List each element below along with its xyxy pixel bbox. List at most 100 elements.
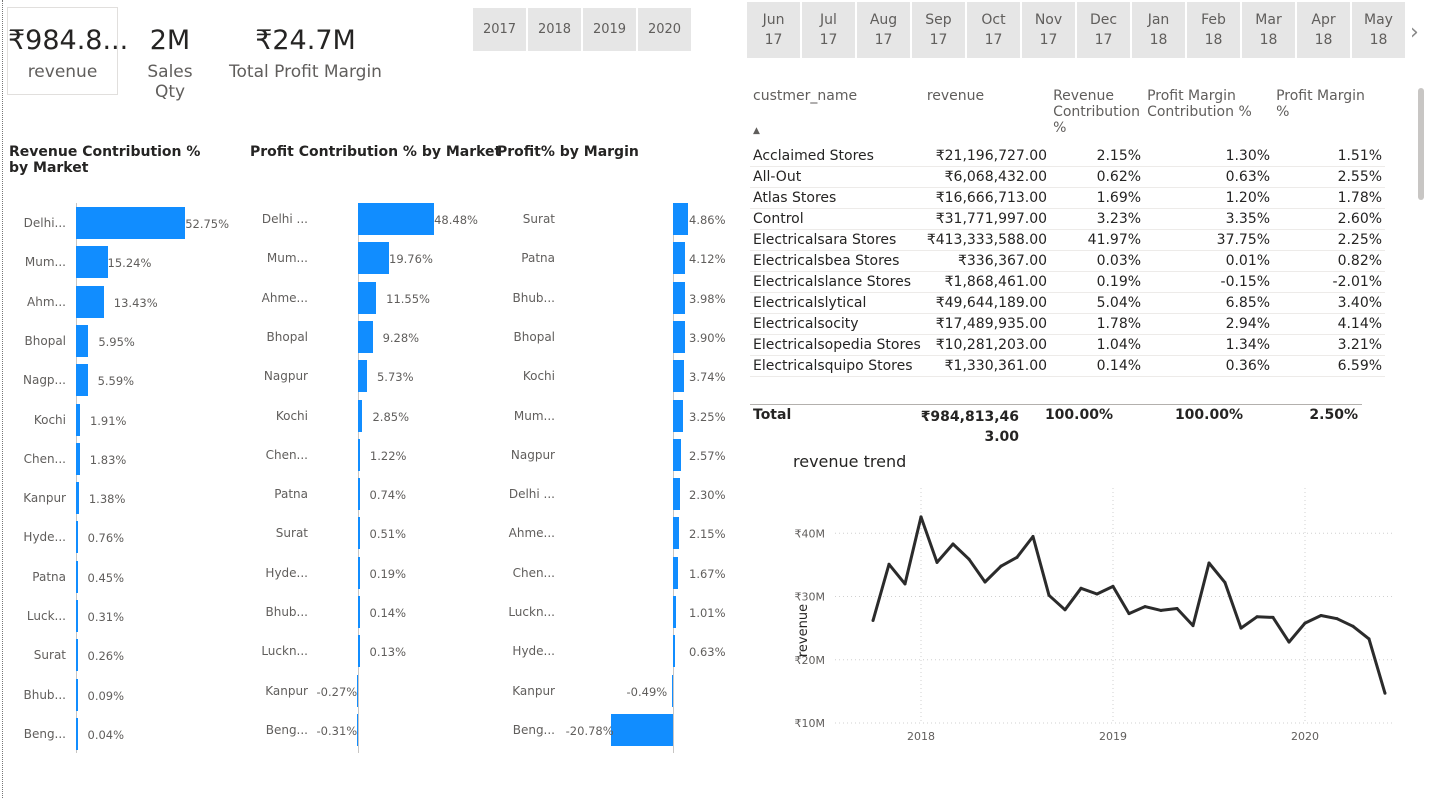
profit_by_margin-bar[interactable] bbox=[673, 478, 680, 511]
profit_by_margin-bar[interactable] bbox=[673, 399, 683, 432]
month-button[interactable]: Jun 17 bbox=[747, 2, 800, 58]
profit_by_margin-bar[interactable] bbox=[610, 713, 673, 746]
year-2017-button[interactable]: 2017 bbox=[473, 8, 526, 51]
month-button[interactable]: Aug 17 bbox=[857, 2, 910, 58]
table-row[interactable]: All-Out ₹6,068,432.00 0.62% 0.63% 2.55% bbox=[750, 166, 1386, 188]
table-row[interactable]: Electricalslance Stores ₹1,868,461.00 0.19… bbox=[750, 271, 1386, 293]
revenue-value: ₹984.8... bbox=[8, 25, 129, 56]
profit_by_margin-bar[interactable] bbox=[673, 596, 677, 628]
profit_by_margin-bar[interactable] bbox=[673, 438, 681, 471]
year-2018-button[interactable]: 2018 bbox=[528, 8, 581, 51]
table-cell: 1.04% bbox=[1050, 334, 1145, 356]
revenue_contribution-bar[interactable] bbox=[76, 717, 78, 750]
profit_by_margin-bar[interactable] bbox=[673, 281, 685, 314]
col-header-revenue[interactable]: revenue bbox=[926, 88, 985, 104]
profit_by_margin-bar[interactable] bbox=[673, 517, 680, 550]
profit_by_margin-bar[interactable] bbox=[673, 556, 678, 589]
col-header-customer[interactable]: custmer_name ▲ bbox=[750, 86, 924, 146]
profit_contribution-bar[interactable] bbox=[358, 596, 360, 628]
profit_contribution-bar[interactable] bbox=[358, 478, 360, 511]
profit-margin-card[interactable]: ₹24.7M Total Profit Margin bbox=[228, 25, 383, 82]
table-row[interactable]: Acclaimed Stores ₹21,196,727.00 2.15% 1.30%… bbox=[750, 146, 1386, 167]
table-row[interactable]: Electricalslytical ₹49,644,189.00 5.04% 6.8… bbox=[750, 292, 1386, 314]
month-button[interactable]: Oct 17 bbox=[967, 2, 1020, 58]
col-header-profit-margin-contribution[interactable]: Profit Margin Contribution % bbox=[1147, 88, 1252, 120]
year-2020-button[interactable]: 2020 bbox=[638, 8, 691, 51]
col-header-profit-margin[interactable]: Profit Margin % bbox=[1276, 88, 1365, 120]
table-cell: ₹413,333,588.00 bbox=[923, 229, 1051, 251]
revenue_contribution-axis bbox=[76, 203, 77, 754]
month-button[interactable]: Apr 18 bbox=[1297, 2, 1350, 58]
profit_by_margin-bar[interactable] bbox=[673, 242, 686, 275]
revenue-point bbox=[1063, 608, 1067, 612]
profit_by_margin-bar[interactable] bbox=[673, 635, 675, 668]
revenue_contribution-bar[interactable] bbox=[76, 678, 78, 711]
revenue-point bbox=[1047, 593, 1051, 597]
revenue_contribution-bar[interactable] bbox=[76, 403, 80, 436]
customer-name-cell: All-Out bbox=[750, 166, 924, 188]
table-row[interactable]: Electricalsocity ₹17,489,935.00 1.78% 2.94%… bbox=[750, 313, 1386, 335]
profit_contribution-bar[interactable] bbox=[358, 320, 373, 353]
profit_contribution-bar[interactable] bbox=[358, 635, 360, 668]
month-button[interactable]: May 18 bbox=[1352, 2, 1405, 58]
table-cell: ₹336,367.00 bbox=[923, 250, 1051, 272]
profit_by_margin-data-label: 3.90% bbox=[689, 330, 726, 345]
profit_contribution-category-label: Kochi bbox=[275, 408, 308, 423]
month-button[interactable]: Feb 18 bbox=[1187, 2, 1240, 58]
chevron-right-icon[interactable]: › bbox=[1410, 20, 1419, 45]
x-tick-label: 2020 bbox=[1291, 730, 1319, 743]
month-button[interactable]: Sep 17 bbox=[912, 2, 965, 58]
year-2019-button[interactable]: 2019 bbox=[583, 8, 636, 51]
revenue_contribution-bar[interactable] bbox=[76, 442, 80, 475]
table-row[interactable]: Electricalsopedia Stores ₹10,281,203.00 1.… bbox=[750, 334, 1386, 356]
revenue_contribution-bar[interactable] bbox=[76, 207, 186, 239]
profit_contribution-category-label: Bhopal bbox=[266, 329, 308, 344]
revenue_contribution-bar[interactable] bbox=[76, 285, 104, 318]
month-button[interactable]: Jan 18 bbox=[1132, 2, 1185, 58]
revenue_contribution-bar[interactable] bbox=[76, 639, 78, 672]
table-cell: 2.60% bbox=[1273, 208, 1386, 230]
profit_contribution-bar[interactable] bbox=[358, 360, 367, 393]
table-row[interactable]: Atlas Stores ₹16,666,713.00 1.69% 1.20% 1.78… bbox=[750, 187, 1386, 209]
month-button[interactable]: Jul 17 bbox=[802, 2, 855, 58]
table-row[interactable]: Electricalsbea Stores ₹336,367.00 0.03% 0.0… bbox=[750, 250, 1386, 272]
revenue-point bbox=[951, 542, 955, 546]
table-row[interactable]: Electricalsara Stores ₹413,333,588.00 41.9… bbox=[750, 229, 1386, 251]
profit_contribution-bar[interactable] bbox=[358, 242, 390, 275]
revenue_contribution-bar[interactable] bbox=[76, 600, 78, 632]
profit_contribution-bar[interactable] bbox=[358, 203, 435, 235]
revenue_contribution-bar[interactable] bbox=[76, 521, 78, 554]
customer-name-cell: Electricalsquipo Stores bbox=[750, 355, 924, 377]
profit_by_margin-bar[interactable] bbox=[673, 320, 685, 353]
profit_contribution-bar[interactable] bbox=[358, 517, 360, 550]
profit_by_margin-bar[interactable] bbox=[673, 360, 685, 393]
profit_contribution-bar[interactable] bbox=[356, 674, 358, 707]
revenue_contribution-bar[interactable] bbox=[76, 324, 89, 357]
revenue-card[interactable]: ₹984.8... revenue bbox=[7, 7, 129, 95]
revenue_contribution-category-label: Delhi... bbox=[23, 216, 66, 230]
col-header-revenue-contribution[interactable]: Revenue Contribution % bbox=[1053, 88, 1140, 136]
revenue_contribution-bar[interactable] bbox=[76, 246, 108, 279]
table-scrollbar[interactable] bbox=[1418, 88, 1424, 200]
revenue_contribution-bar[interactable] bbox=[76, 560, 78, 593]
profit_by_margin-bar[interactable] bbox=[671, 674, 673, 707]
table-cell: 1.69% bbox=[1050, 187, 1145, 209]
profit_by_margin-category-label: Hyde... bbox=[512, 644, 555, 659]
profit_contribution-bar[interactable] bbox=[358, 281, 377, 314]
profit_by_margin-bar[interactable] bbox=[673, 203, 688, 235]
profit_contribution-bar[interactable] bbox=[358, 556, 360, 589]
table-row[interactable]: Electricalsquipo Stores ₹1,330,361.00 0.14… bbox=[750, 355, 1386, 377]
profit_contribution-bar[interactable] bbox=[356, 713, 358, 746]
table-cell: 0.63% bbox=[1144, 166, 1274, 188]
profit_contribution-bar[interactable] bbox=[358, 438, 360, 471]
month-button[interactable]: Nov 17 bbox=[1022, 2, 1075, 58]
sales-qty-card[interactable]: 2M Sales Qty bbox=[130, 25, 210, 102]
table-row[interactable]: Control ₹31,771,997.00 3.23% 3.35% 2.60% bbox=[750, 208, 1386, 230]
profit_contribution-bar[interactable] bbox=[358, 399, 363, 432]
revenue_contribution-bar[interactable] bbox=[76, 482, 79, 515]
revenue_contribution-bar[interactable] bbox=[76, 364, 88, 397]
month-button[interactable]: Dec 17 bbox=[1077, 2, 1130, 58]
table-cell: 3.21% bbox=[1273, 334, 1386, 356]
month-button[interactable]: Mar 18 bbox=[1242, 2, 1295, 58]
revenue-point bbox=[1351, 624, 1355, 628]
